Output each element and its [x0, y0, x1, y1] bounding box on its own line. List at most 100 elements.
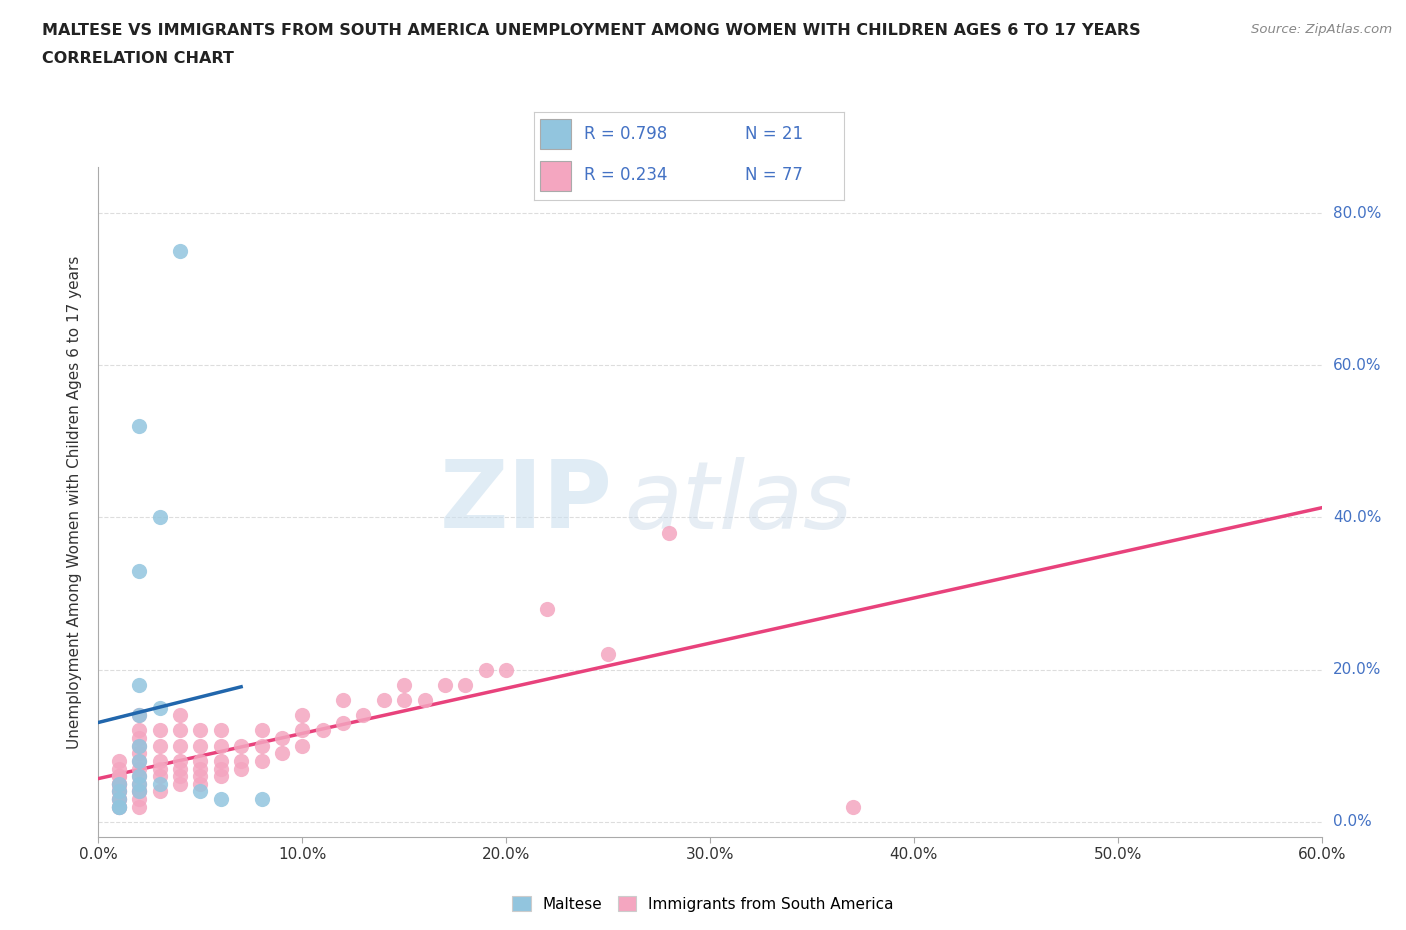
Point — [250, 723, 273, 737]
Point — [434, 677, 457, 692]
Point — [332, 715, 354, 730]
Point — [598, 647, 620, 662]
Point — [536, 602, 558, 617]
Point — [108, 777, 131, 791]
Legend: Maltese, Immigrants from South America: Maltese, Immigrants from South America — [506, 889, 900, 918]
Text: CORRELATION CHART: CORRELATION CHART — [42, 51, 233, 66]
Text: 20.0%: 20.0% — [1333, 662, 1381, 677]
Point — [658, 525, 681, 540]
Point — [209, 753, 232, 768]
Point — [270, 731, 294, 746]
Point — [291, 708, 314, 723]
Text: MALTESE VS IMMIGRANTS FROM SOUTH AMERICA UNEMPLOYMENT AMONG WOMEN WITH CHILDREN : MALTESE VS IMMIGRANTS FROM SOUTH AMERICA… — [42, 23, 1140, 38]
Text: 40.0%: 40.0% — [1333, 510, 1381, 525]
Point — [108, 784, 131, 799]
Point — [169, 769, 191, 784]
Point — [128, 799, 150, 814]
Point — [188, 723, 212, 737]
Text: N = 21: N = 21 — [745, 125, 803, 142]
Point — [413, 693, 436, 708]
Point — [209, 738, 232, 753]
Point — [128, 418, 150, 433]
Y-axis label: Unemployment Among Women with Children Ages 6 to 17 years: Unemployment Among Women with Children A… — [67, 256, 83, 749]
Point — [108, 784, 131, 799]
Point — [188, 761, 212, 776]
Point — [108, 769, 131, 784]
Point — [188, 784, 212, 799]
Point — [250, 738, 273, 753]
Point — [231, 753, 253, 768]
Text: 60.0%: 60.0% — [1333, 358, 1381, 373]
Point — [149, 723, 172, 737]
Point — [108, 791, 131, 806]
Point — [128, 677, 150, 692]
Point — [495, 662, 517, 677]
Text: R = 0.798: R = 0.798 — [583, 125, 666, 142]
Point — [332, 693, 354, 708]
Text: 80.0%: 80.0% — [1333, 206, 1381, 220]
Point — [128, 708, 150, 723]
Point — [188, 769, 212, 784]
Point — [108, 791, 131, 806]
Point — [841, 799, 863, 814]
Point — [128, 777, 150, 791]
Text: atlas: atlas — [624, 457, 852, 548]
Point — [188, 753, 212, 768]
Point — [128, 564, 150, 578]
Point — [108, 784, 131, 799]
Point — [149, 777, 172, 791]
Point — [169, 738, 191, 753]
Point — [128, 753, 150, 768]
Text: R = 0.234: R = 0.234 — [583, 166, 668, 184]
Point — [149, 510, 172, 525]
Point — [128, 738, 150, 753]
Point — [373, 693, 395, 708]
Point — [108, 791, 131, 806]
Point — [352, 708, 374, 723]
Point — [209, 723, 232, 737]
Point — [128, 784, 150, 799]
Point — [231, 761, 253, 776]
Point — [312, 723, 335, 737]
Point — [169, 761, 191, 776]
Point — [250, 753, 273, 768]
Point — [108, 769, 131, 784]
Point — [169, 777, 191, 791]
Point — [108, 761, 131, 776]
Point — [128, 731, 150, 746]
FancyBboxPatch shape — [540, 119, 571, 149]
Point — [128, 791, 150, 806]
Point — [392, 677, 416, 692]
Point — [149, 738, 172, 753]
Point — [128, 784, 150, 799]
Point — [291, 738, 314, 753]
Point — [149, 784, 172, 799]
Point — [128, 761, 150, 776]
Point — [209, 769, 232, 784]
Point — [392, 693, 416, 708]
Point — [128, 784, 150, 799]
Point — [474, 662, 498, 677]
Point — [169, 753, 191, 768]
Point — [128, 723, 150, 737]
Point — [128, 769, 150, 784]
Point — [149, 761, 172, 776]
FancyBboxPatch shape — [540, 161, 571, 192]
Point — [128, 708, 150, 723]
Point — [169, 723, 191, 737]
Text: 0.0%: 0.0% — [1333, 815, 1371, 830]
Point — [128, 753, 150, 768]
Point — [108, 799, 131, 814]
Point — [108, 777, 131, 791]
Point — [128, 746, 150, 761]
Point — [169, 708, 191, 723]
Point — [149, 753, 172, 768]
Point — [209, 761, 232, 776]
Point — [108, 799, 131, 814]
Point — [128, 738, 150, 753]
Point — [108, 777, 131, 791]
Point — [108, 777, 131, 791]
Point — [188, 738, 212, 753]
Point — [169, 244, 191, 259]
Point — [454, 677, 477, 692]
